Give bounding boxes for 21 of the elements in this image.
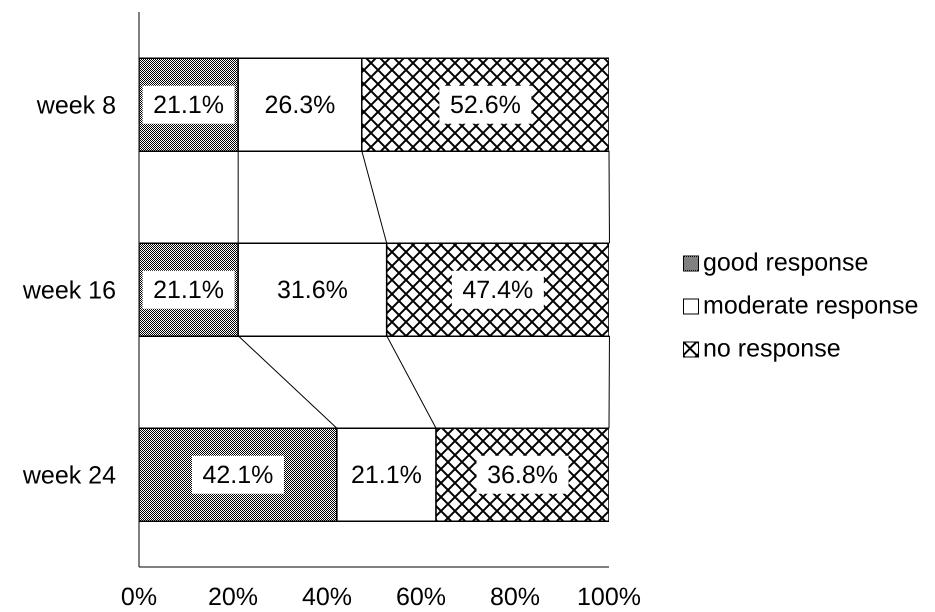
data-label: 36.8% [487, 460, 558, 489]
x-tick-label: 0% [120, 582, 158, 611]
y-tick-label: week 8 [36, 91, 116, 120]
data-label: 21.1% [153, 90, 224, 119]
x-tick-label: 40% [302, 582, 352, 611]
legend-label: good response [703, 248, 868, 278]
x-tick-label: 60% [396, 582, 446, 611]
data-label: 42.1% [202, 460, 274, 489]
x-tick-label: 20% [208, 582, 258, 611]
data-label: 21.1% [351, 460, 422, 489]
y-tick-label: week 24 [22, 461, 116, 490]
x-tick-label: 100% [577, 582, 641, 611]
data-label: 52.6% [450, 90, 521, 119]
legend-label: moderate response [703, 292, 918, 320]
x-tick-label: 80% [490, 582, 540, 611]
legend-label: no response [703, 334, 841, 364]
data-label: 26.3% [264, 90, 336, 119]
data-label: 47.4% [462, 276, 534, 304]
data-label: 31.6% [276, 276, 348, 304]
y-tick-label: week 16 [22, 276, 116, 304]
data-label: 21.1% [153, 276, 224, 304]
